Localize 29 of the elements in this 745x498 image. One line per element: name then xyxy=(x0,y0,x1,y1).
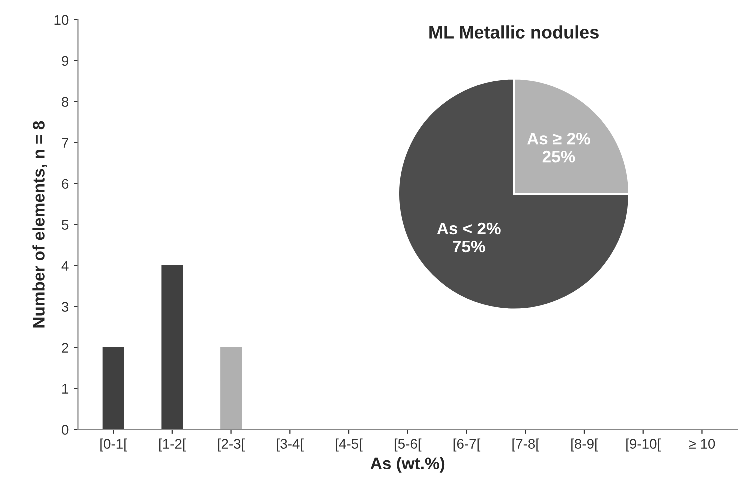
y-tick-label: 4 xyxy=(62,261,69,271)
slice-label: As ≥ 2% xyxy=(527,132,590,145)
x-tick-label: [2-3[ xyxy=(218,438,246,452)
data-label: 75% xyxy=(453,240,486,253)
x-tick-label: [4-5[ xyxy=(336,438,363,452)
data-label: 25% xyxy=(542,150,576,163)
y-tick-label: 1 xyxy=(62,384,69,394)
y-tick-label: 8 xyxy=(62,97,69,108)
y-axis-title: Number of elements, n = 8 xyxy=(32,121,48,328)
y-tick-label: 10 xyxy=(54,15,69,26)
y-tick-label: 2 xyxy=(62,343,68,353)
x-tick-label: [0-1[ xyxy=(100,438,128,452)
x-tick-label: [7-8[ xyxy=(512,438,540,452)
y-tick-label: 3 xyxy=(62,302,69,312)
y-tick-label: 6 xyxy=(62,179,69,190)
x-tick-label: [1-2[ xyxy=(160,438,186,452)
y-tick-label: 0 xyxy=(62,425,69,435)
x-tick-label: [5-6[ xyxy=(394,438,422,452)
y-tick-label: 9 xyxy=(62,56,69,66)
x-tick-label: [3-4[ xyxy=(277,438,304,452)
x-tick-label: [8-9[ xyxy=(572,438,598,452)
y-tick-label: 5 xyxy=(62,220,69,230)
y-tick-label: 7 xyxy=(62,138,68,148)
x-tick-label: [6-7[ xyxy=(454,438,481,452)
slice-label: As < 2% xyxy=(437,222,501,235)
x-tick-label: [9-10[ xyxy=(626,438,662,452)
chart-title: ML Metallic nodules xyxy=(430,26,599,39)
x-tick-label: ≥ 10 xyxy=(689,439,716,450)
x-axis-title: As (wt.%) xyxy=(370,457,445,473)
